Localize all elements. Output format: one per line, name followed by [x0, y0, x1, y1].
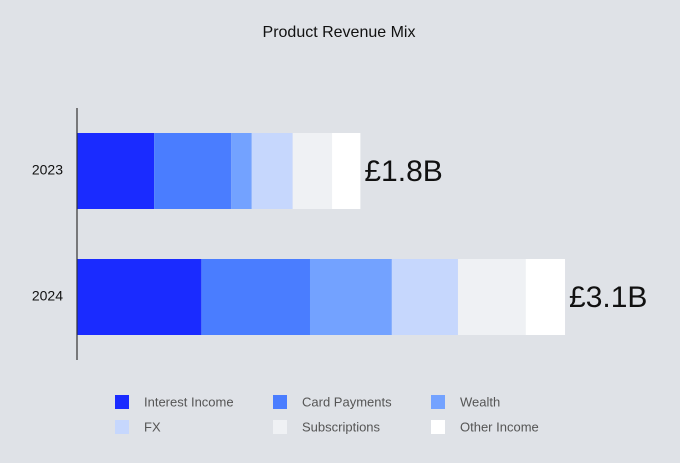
legend-swatch [431, 395, 445, 409]
bar-segment [251, 133, 293, 209]
legend-label: Interest Income [144, 394, 234, 409]
bar-segment [154, 133, 232, 209]
bar-segment [332, 133, 361, 209]
bar-segment [77, 133, 155, 209]
legend-swatch [115, 420, 129, 434]
bar-segment [457, 259, 526, 335]
legend-swatch [273, 420, 287, 434]
y-tick-label: 2023 [32, 162, 63, 178]
y-tick-label: 2024 [32, 288, 63, 304]
legend-label: Other Income [460, 419, 539, 434]
legend-swatch [115, 395, 129, 409]
legend-swatch [273, 395, 287, 409]
total-label: £3.1B [569, 281, 647, 314]
legend-label: Wealth [460, 394, 500, 409]
legend-label: FX [144, 419, 161, 434]
chart-title: Product Revenue Mix [263, 24, 416, 41]
legend-label: Card Payments [302, 394, 392, 409]
legend-label: Subscriptions [302, 419, 381, 434]
bar-segment [309, 259, 392, 335]
bar-segment [77, 259, 202, 335]
bar-segment [231, 133, 252, 209]
bar-segment [292, 133, 333, 209]
bar-segment [201, 259, 310, 335]
bar-segment [391, 259, 458, 335]
total-label: £1.8B [364, 155, 442, 188]
legend-swatch [431, 420, 445, 434]
bar-segment [525, 259, 566, 335]
